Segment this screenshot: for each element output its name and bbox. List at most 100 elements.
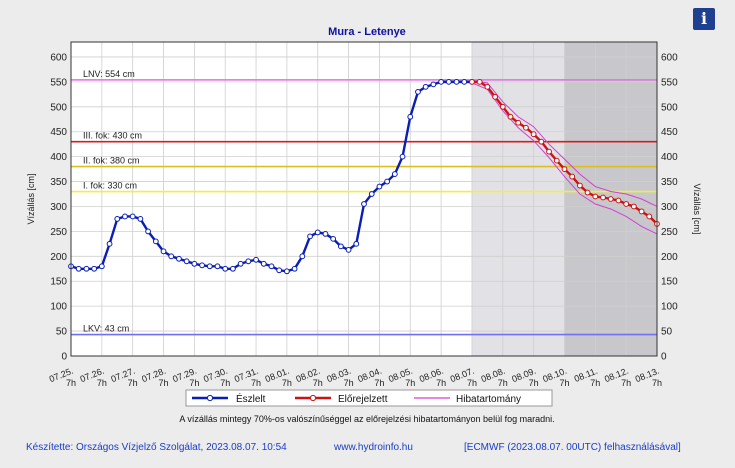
series-0-point-18 xyxy=(206,263,213,270)
x-tick-hour-11: 7h xyxy=(405,378,415,388)
series-1-point-11 xyxy=(553,157,560,164)
footer-credit: Készítette: Országos Vízjelző Szolgálat,… xyxy=(26,442,287,453)
series-1-point-22 xyxy=(638,208,645,215)
series-0-point-34 xyxy=(330,235,337,242)
x-tick-hour-5: 7h xyxy=(220,378,230,388)
series-0-point-2 xyxy=(83,265,90,272)
series-0-point-16 xyxy=(191,260,198,267)
x-tick-hour-8: 7h xyxy=(313,378,323,388)
series-0-point-17 xyxy=(199,262,205,269)
x-tick-hour-12: 7h xyxy=(436,378,446,388)
series-1-point-13 xyxy=(569,173,576,180)
y-tick-right-150: 150 xyxy=(661,277,678,288)
y-tick-right-350: 350 xyxy=(661,177,678,188)
series-1-point-4 xyxy=(499,103,506,110)
series-0-point-31 xyxy=(307,233,313,240)
series-0-point-32 xyxy=(314,229,321,236)
x-tick-hour-15: 7h xyxy=(529,378,539,388)
legend: Észlelt Előrejelzett Hibatartomány xyxy=(185,389,553,407)
series-1-point-8 xyxy=(530,131,537,138)
error-band-upper xyxy=(471,80,658,207)
series-0-point-28 xyxy=(283,268,290,275)
series-0-point-24 xyxy=(253,256,259,263)
y-tick-left-50: 50 xyxy=(56,327,68,338)
y-tick-right-300: 300 xyxy=(661,202,678,213)
series-1-point-12 xyxy=(561,166,568,172)
series-0-point-26 xyxy=(268,263,275,270)
series-0-point-43 xyxy=(399,153,406,160)
series-1-point-6 xyxy=(515,119,522,126)
series-0-point-3 xyxy=(91,265,98,272)
series-0-point-48 xyxy=(438,78,445,85)
series-1-point-9 xyxy=(538,138,545,145)
x-tick-hour-0: 7h xyxy=(66,378,76,388)
series-0-point-21 xyxy=(230,265,236,272)
series-0-point-47 xyxy=(430,81,437,88)
series-1-point-16 xyxy=(592,193,599,200)
y-tick-left-200: 200 xyxy=(50,252,67,263)
series-0-point-41 xyxy=(384,178,391,185)
x-tick-hour-1: 7h xyxy=(97,378,107,388)
series-1-point-7 xyxy=(523,124,529,131)
series-0-point-38 xyxy=(361,201,367,207)
y-tick-left-250: 250 xyxy=(50,227,67,238)
x-tick-hour-18: 7h xyxy=(621,378,631,388)
x-tick-hour-16: 7h xyxy=(559,378,569,388)
threshold-label-3: I. fok: 330 cm xyxy=(83,181,137,191)
series-0-point-19 xyxy=(214,263,221,270)
threshold-label-2: II. fok: 380 cm xyxy=(83,156,140,166)
series-1-point-5 xyxy=(507,113,514,120)
series-1-point-3 xyxy=(492,93,498,100)
legend-marker-observed xyxy=(206,394,214,402)
series-1-point-20 xyxy=(623,201,630,207)
x-tick-hour-2: 7h xyxy=(128,378,138,388)
y-axis-label-left: Vízállás [cm] xyxy=(26,173,36,224)
y-tick-left-450: 450 xyxy=(50,127,67,138)
threshold-label-4: LKV: 43 cm xyxy=(83,324,129,334)
x-tick-hour-3: 7h xyxy=(159,378,169,388)
x-tick-hour-4: 7h xyxy=(189,378,199,388)
series-0-point-35 xyxy=(337,243,344,250)
x-tick-hour-19: 7h xyxy=(652,378,662,388)
y-tick-right-500: 500 xyxy=(661,102,678,113)
chart-title: Mura - Letenye xyxy=(328,26,406,38)
series-0-point-23 xyxy=(245,258,252,265)
series-1-point-15 xyxy=(584,189,591,196)
forecast-shade-0 xyxy=(471,42,565,356)
series-0-point-25 xyxy=(260,260,267,267)
info-icon[interactable]: i xyxy=(693,8,715,30)
y-tick-right-0: 0 xyxy=(661,352,667,363)
y-tick-right-50: 50 xyxy=(661,327,673,338)
series-1-point-1 xyxy=(476,78,483,85)
y-tick-right-100: 100 xyxy=(661,302,678,313)
series-0-point-29 xyxy=(291,265,298,272)
series-1-point-2 xyxy=(484,83,491,90)
series-0-point-51 xyxy=(461,78,468,85)
series-0-point-42 xyxy=(391,171,398,177)
error-band-lower xyxy=(471,82,658,235)
series-0-point-8 xyxy=(129,213,136,220)
chart-note: A vízállás mintegy 70%-os valószínűségge… xyxy=(179,414,554,424)
series-0-point-9 xyxy=(137,216,144,222)
series-0-point-20 xyxy=(222,265,229,272)
series-0-point-45 xyxy=(415,88,421,95)
series-0-point-13 xyxy=(168,253,175,260)
legend-label-observed: Észlelt xyxy=(236,392,266,405)
series-0-point-6 xyxy=(114,216,121,222)
series-0-point-33 xyxy=(322,230,329,237)
series-0-point-27 xyxy=(276,267,283,274)
series-0-point-7 xyxy=(122,213,128,220)
x-tick-hour-6: 7h xyxy=(251,378,261,388)
x-tick-hour-9: 7h xyxy=(344,378,354,388)
y-tick-left-550: 550 xyxy=(50,77,67,88)
series-0-point-4 xyxy=(98,263,105,270)
series-0-point-22 xyxy=(237,260,244,267)
y-tick-left-150: 150 xyxy=(50,277,67,288)
y-axis-label-right: Vízállás [cm] xyxy=(692,183,702,234)
y-tick-right-200: 200 xyxy=(661,252,678,263)
y-tick-right-450: 450 xyxy=(661,127,678,138)
x-tick-hour-14: 7h xyxy=(498,378,508,388)
footer-website-link[interactable]: www.hydroinfo.hu xyxy=(333,442,413,453)
